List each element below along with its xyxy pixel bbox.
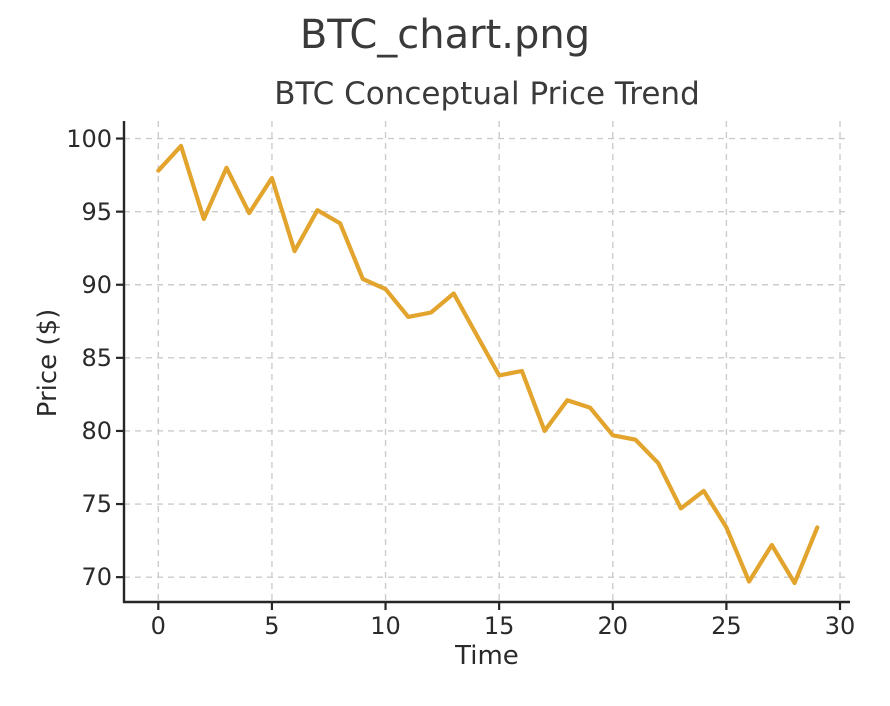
y-tick-label: 75: [81, 490, 112, 519]
y-tick-label: 80: [81, 416, 112, 445]
btc-price-line: [156, 143, 820, 586]
axis-spines: [122, 121, 850, 604]
x-axis-label: Time: [455, 641, 519, 671]
x-tick-label: 5: [264, 612, 280, 640]
y-tick-label: 70: [81, 563, 112, 592]
x-tick-label: 15: [483, 612, 515, 640]
y-tick-label: 90: [81, 270, 112, 299]
x-tick-label: 0: [150, 612, 166, 640]
price-line-series: [156, 143, 820, 586]
y-tick-label: 85: [81, 343, 112, 372]
gridlines: [124, 121, 850, 602]
chart-title: BTC Conceptual Price Trend: [274, 76, 700, 112]
y-tick-label: 95: [81, 197, 112, 226]
axis-ticks: [116, 137, 842, 610]
x-tick-label: 30: [824, 612, 856, 640]
y-tick-label: 100: [66, 124, 112, 153]
x-tick-label: 10: [370, 612, 401, 640]
y-axis-label: Price ($): [33, 308, 63, 418]
window-title: BTC_chart.png: [299, 12, 591, 58]
x-tick-label: 20: [597, 612, 629, 640]
x-tick-label: 25: [711, 612, 742, 640]
